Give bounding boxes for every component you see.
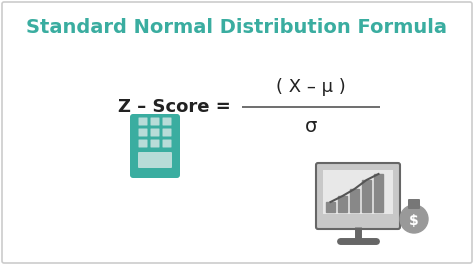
FancyBboxPatch shape xyxy=(138,129,147,136)
FancyBboxPatch shape xyxy=(138,152,172,168)
FancyBboxPatch shape xyxy=(151,139,159,148)
FancyBboxPatch shape xyxy=(2,2,472,263)
Text: σ: σ xyxy=(305,117,317,136)
Text: Z – Score =: Z – Score = xyxy=(118,98,237,116)
FancyBboxPatch shape xyxy=(163,139,172,148)
FancyBboxPatch shape xyxy=(151,129,159,136)
Bar xyxy=(362,180,371,212)
Bar xyxy=(374,174,383,212)
Text: $: $ xyxy=(409,214,419,228)
Bar xyxy=(338,196,347,212)
FancyBboxPatch shape xyxy=(163,129,172,136)
Circle shape xyxy=(400,205,428,233)
FancyBboxPatch shape xyxy=(138,139,147,148)
Text: Standard Normal Distribution Formula: Standard Normal Distribution Formula xyxy=(27,18,447,37)
FancyBboxPatch shape xyxy=(130,114,180,178)
Bar xyxy=(326,202,335,212)
Text: ( X – μ ): ( X – μ ) xyxy=(276,78,346,96)
FancyBboxPatch shape xyxy=(316,163,400,229)
FancyBboxPatch shape xyxy=(151,117,159,126)
FancyBboxPatch shape xyxy=(163,117,172,126)
Bar xyxy=(350,189,359,212)
FancyBboxPatch shape xyxy=(138,117,147,126)
FancyBboxPatch shape xyxy=(408,199,420,209)
FancyBboxPatch shape xyxy=(323,170,393,214)
